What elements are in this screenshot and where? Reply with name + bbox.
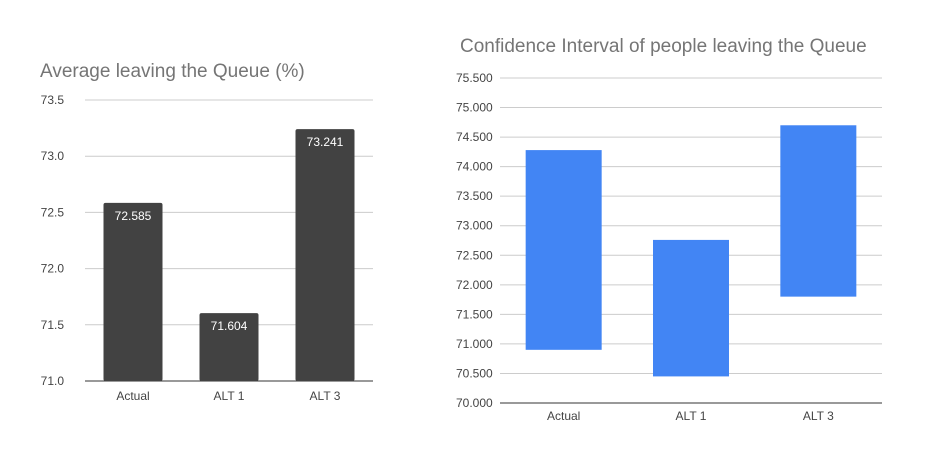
y-axis-ticks: 71.0 71.5 72.0 72.5 73.0 73.5 [41, 93, 65, 388]
y-tick-label: 75.000 [456, 101, 493, 115]
y-tick-label: 71.0 [41, 374, 65, 388]
bar-alt-3 [780, 125, 857, 297]
y-tick-label: 70.500 [456, 366, 493, 380]
y-tick-label: 74.000 [456, 160, 493, 174]
data-label: 73.241 [307, 135, 344, 149]
bar-alt-1 [653, 239, 729, 377]
y-tick-label: 71.000 [456, 337, 493, 351]
chart-title: Confidence Interval of people leaving th… [460, 36, 867, 57]
bar-actual [525, 150, 602, 350]
y-tick-label: 72.000 [456, 278, 493, 292]
y-tick-label: 73.500 [456, 189, 493, 203]
x-axis-categories: Actual ALT 1 ALT 3 [116, 389, 340, 403]
x-category-label: Actual [547, 409, 580, 423]
y-tick-label: 75.500 [456, 71, 493, 85]
confidence-interval-chart: Confidence Interval of people leaving th… [456, 36, 882, 423]
x-category-label: ALT 1 [214, 389, 245, 403]
chart-title: Average leaving the Queue (%) [40, 61, 305, 82]
y-tick-label: 71.500 [456, 307, 493, 321]
average-leaving-chart: Average leaving the Queue (%) 71.0 71.5 72… [40, 61, 373, 403]
y-tick-label: 74.500 [456, 130, 493, 144]
y-tick-label: 73.0 [41, 149, 65, 163]
bars [103, 129, 355, 381]
x-axis-categories: Actual ALT 1 ALT 3 [547, 409, 834, 423]
y-tick-label: 70.000 [456, 396, 493, 410]
data-labels: 72.585 71.604 73.241 [115, 135, 344, 333]
y-tick-label: 71.5 [41, 318, 65, 332]
data-label: 71.604 [211, 319, 248, 333]
y-tick-label: 72.5 [41, 205, 65, 219]
y-tick-label: 72.0 [41, 262, 65, 276]
bar-alt-3 [295, 129, 355, 381]
x-category-label: ALT 3 [803, 409, 834, 423]
y-tick-label: 72.500 [456, 248, 493, 262]
range-bars [525, 125, 857, 377]
x-category-label: ALT 1 [676, 409, 707, 423]
bar-alt-1 [199, 313, 259, 381]
bar-actual [103, 202, 163, 381]
x-category-label: Actual [116, 389, 149, 403]
y-axis-ticks: 70.000 70.500 71.000 71.500 72.000 72.500 73.0… [456, 71, 493, 410]
data-label: 72.585 [115, 209, 152, 223]
y-tick-label: 73.000 [456, 219, 493, 233]
x-category-label: ALT 3 [310, 389, 341, 403]
y-tick-label: 73.5 [41, 93, 65, 107]
